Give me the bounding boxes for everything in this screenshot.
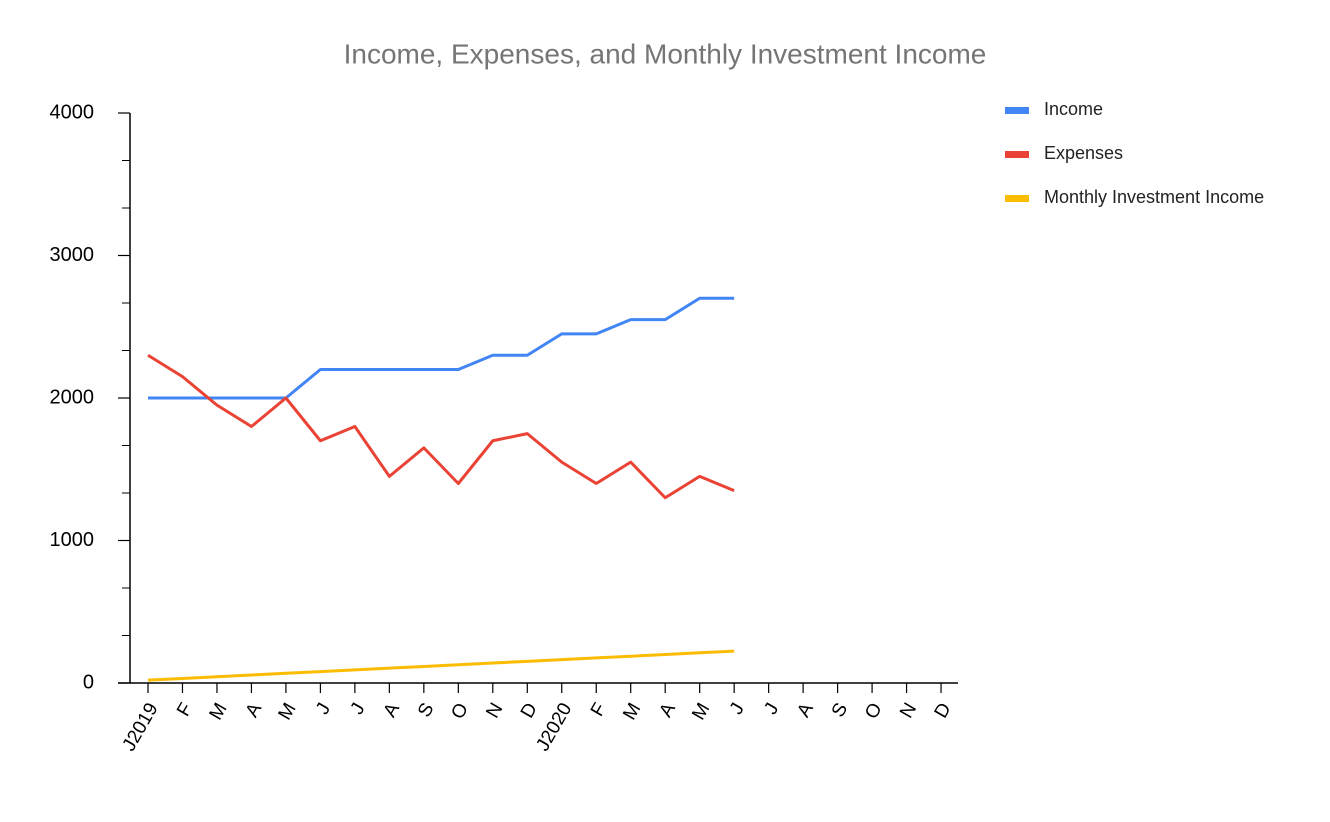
y-tick-label: 4000: [50, 101, 95, 123]
x-tick-label: J2020: [532, 700, 576, 755]
x-tick-label: M: [274, 700, 300, 724]
y-tick-label: 0: [83, 671, 94, 693]
x-tick-label: S: [828, 700, 853, 721]
x-tick-label: J2019: [119, 700, 163, 755]
x-tick-label: F: [587, 700, 611, 721]
legend-swatch: [1005, 107, 1029, 114]
legend-label: Income: [1044, 99, 1103, 119]
x-tick-label: D: [931, 700, 956, 722]
x-tick-label: J: [760, 700, 783, 719]
x-tick-label: N: [896, 700, 921, 722]
x-tick-label: M: [619, 700, 645, 724]
y-tick-label: 1000: [50, 529, 95, 551]
x-tick-label: J: [726, 700, 749, 719]
legend-swatch: [1005, 151, 1029, 158]
y-tick-label: 2000: [50, 386, 95, 408]
x-tick-label: A: [380, 699, 405, 721]
x-tick-label: F: [173, 700, 197, 721]
y-tick-label: 3000: [50, 244, 95, 266]
x-tick-label: D: [517, 700, 542, 722]
series-line: [147, 353, 735, 500]
series-line: [147, 649, 735, 682]
x-tick-label: S: [414, 700, 439, 721]
x-tick-label: M: [206, 700, 232, 724]
chart-title: Income, Expenses, and Monthly Investment…: [344, 38, 987, 69]
x-tick-label: A: [793, 699, 818, 721]
x-tick-label: O: [447, 700, 473, 723]
x-tick-label: M: [688, 700, 714, 724]
series-line: [148, 296, 735, 400]
x-tick-label: N: [482, 700, 507, 722]
x-tick-label: J: [347, 700, 370, 719]
x-tick-label: O: [861, 700, 887, 723]
x-tick-label: A: [242, 699, 267, 721]
legend-label: Monthly Investment Income: [1044, 187, 1264, 207]
x-tick-label: J: [312, 700, 335, 719]
x-tick-label: A: [655, 699, 680, 721]
legend-label: Expenses: [1044, 143, 1123, 163]
legend-swatch: [1005, 195, 1029, 202]
